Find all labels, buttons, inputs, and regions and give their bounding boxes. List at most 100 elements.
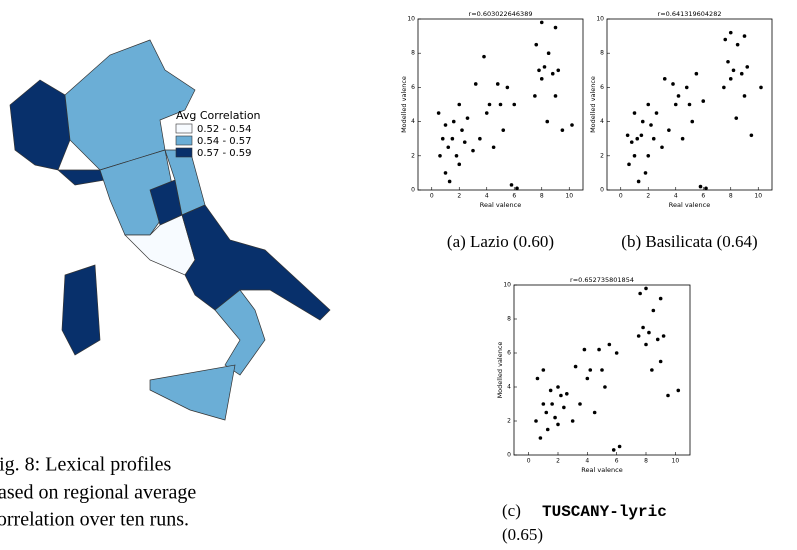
scatter-point	[625, 133, 630, 138]
scatter-point	[629, 140, 634, 144]
y-tick-label: 2	[600, 152, 604, 159]
scatter-point	[745, 65, 750, 69]
scatter-point	[533, 94, 537, 98]
scatter-point	[588, 368, 593, 372]
legend-swatch	[175, 135, 193, 146]
x-tick-label: 6	[615, 458, 619, 465]
scatter-point	[550, 402, 554, 406]
scatter-point	[582, 347, 587, 352]
scatter-point	[654, 111, 659, 115]
subcaption-part: (0.64)	[717, 232, 758, 251]
scatter-point	[694, 71, 699, 76]
subcaption-part: (0.60)	[513, 232, 554, 251]
x-axis-label: Real valence	[480, 201, 521, 209]
scatter-point	[446, 145, 451, 150]
scatter-point	[666, 393, 670, 398]
scatter-point	[742, 34, 747, 38]
scatter-point	[539, 20, 544, 25]
y-tick-label: 2	[411, 152, 415, 159]
x-tick-label: 2	[556, 458, 560, 465]
legend-swatch	[175, 123, 193, 134]
scatter-point	[636, 179, 641, 184]
scatter-point	[436, 111, 441, 115]
caption-line: based on regional average	[0, 482, 196, 504]
scatter-point	[684, 85, 689, 90]
scatter-point	[731, 68, 736, 73]
scatter-point	[658, 359, 663, 364]
y-tick-label: 0	[507, 452, 511, 459]
scatter-point	[734, 116, 739, 120]
y-tick-label: 4	[600, 118, 604, 125]
x-tick-label: 0	[430, 193, 434, 200]
scatter-point	[723, 37, 728, 42]
scatter-point	[607, 342, 612, 347]
scatter-point	[676, 94, 681, 98]
plot-title: r=0.641319604282	[658, 10, 722, 18]
scatter-point	[585, 376, 590, 381]
scatter-point	[454, 154, 459, 158]
scatter-point	[728, 77, 733, 81]
y-axis-label: Modelled valence	[400, 76, 408, 133]
scatter-point	[676, 388, 681, 393]
scatter-point	[487, 102, 492, 107]
scatter-point	[570, 123, 574, 127]
scatter-point	[562, 405, 566, 410]
scatter-point	[742, 94, 747, 98]
subcaption-score: (0.65)	[502, 525, 543, 544]
scatter-point	[484, 111, 489, 115]
scatter-point	[749, 133, 754, 138]
scatter-point	[460, 128, 464, 132]
scatter-point	[680, 136, 685, 141]
region	[57, 169, 106, 186]
scatter-point	[553, 415, 557, 420]
scatter-point	[735, 42, 740, 47]
scatter-point	[556, 68, 561, 73]
y-tick-label: 6	[600, 84, 604, 91]
scatter-point	[627, 162, 631, 167]
y-tick-label: 8	[507, 316, 511, 323]
scatter-point	[662, 77, 667, 81]
plot-frame	[417, 18, 584, 191]
y-tick-label: 6	[507, 350, 511, 357]
scatter-point	[660, 145, 664, 150]
x-tick-label: 10	[565, 193, 573, 200]
scatter-point	[640, 119, 645, 124]
scatter-point	[559, 393, 563, 398]
scatter-point	[556, 422, 560, 427]
x-tick-label: 8	[729, 193, 733, 200]
scatter-point	[443, 123, 448, 127]
scatter-point	[673, 102, 678, 107]
scatter-point	[661, 334, 666, 338]
plot-title: r=0.652735801854	[570, 276, 634, 284]
y-tick-label: 2	[507, 418, 511, 425]
y-tick-label: 0	[600, 187, 604, 194]
scatter-point	[515, 186, 519, 191]
y-tick-label: 4	[507, 384, 511, 391]
scatter-point	[539, 77, 544, 81]
scatter-point	[698, 184, 703, 189]
scatter-point	[635, 136, 640, 141]
legend-label: 0.52 - 0.54	[197, 124, 252, 135]
legend-swatch	[175, 147, 193, 158]
x-tick-label: 0	[619, 193, 623, 200]
scatter-point	[495, 82, 500, 86]
scatter-point	[534, 42, 539, 47]
scatter-point	[646, 102, 651, 107]
scatter-point	[650, 368, 654, 372]
scatter-point	[614, 351, 619, 355]
region	[61, 264, 101, 356]
scatter-point	[600, 368, 604, 372]
scatter-point	[565, 392, 569, 396]
scatter-point	[542, 65, 547, 69]
scatter-point	[535, 376, 540, 381]
legend-title: Avg Correlation	[176, 109, 261, 122]
scatter-point	[509, 183, 514, 187]
x-axis-label: Real valence	[669, 201, 710, 209]
scatter-point	[644, 342, 648, 347]
scatter-point	[440, 136, 445, 141]
scatter-point	[722, 85, 726, 90]
scatter-point	[759, 85, 763, 90]
scatter-point	[597, 347, 601, 352]
